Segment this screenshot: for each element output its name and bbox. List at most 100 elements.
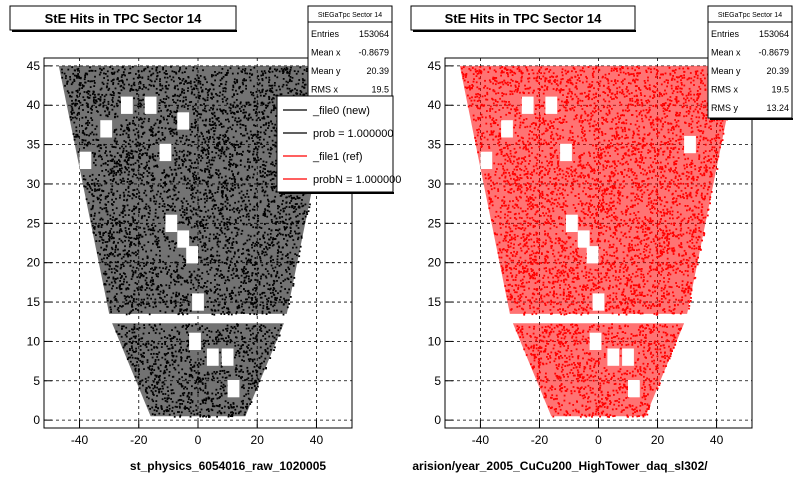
hit-point — [307, 210, 310, 213]
hit-point — [205, 153, 208, 156]
hit-point — [183, 158, 186, 160]
hit-point — [206, 270, 208, 273]
hit-point — [298, 250, 301, 253]
hit-point — [141, 267, 143, 270]
hit-point — [223, 142, 226, 145]
hit-point — [197, 199, 200, 202]
hit-point — [138, 152, 141, 155]
hit-point — [155, 305, 157, 308]
hit-point — [236, 123, 239, 126]
hit-point — [240, 274, 243, 277]
hit-point — [263, 117, 266, 120]
hit-point — [195, 208, 197, 211]
hit-point — [69, 76, 71, 78]
hit-point — [127, 220, 129, 223]
hit-point — [171, 135, 174, 137]
hit-point — [140, 304, 142, 307]
hit-point — [251, 382, 254, 385]
hit-point — [194, 382, 197, 384]
hit-point — [202, 69, 204, 72]
hit-point — [188, 153, 191, 156]
hit-point — [134, 357, 137, 360]
hit-point — [135, 335, 137, 338]
hit-point — [106, 290, 109, 293]
hit-point — [253, 382, 255, 385]
hit-point — [186, 331, 188, 334]
hit-point — [235, 99, 238, 101]
hit-point — [240, 233, 243, 235]
hit-point — [189, 276, 192, 279]
hit-point — [245, 249, 248, 252]
hit-point — [249, 235, 252, 238]
hit-point — [192, 105, 194, 108]
hit-point — [110, 311, 112, 313]
hit-point — [169, 195, 171, 198]
hit-point — [143, 86, 145, 88]
hit-point — [254, 105, 257, 107]
hit-point — [241, 305, 243, 308]
hit-point — [137, 249, 139, 252]
hit-point — [169, 206, 172, 209]
hit-point — [123, 280, 125, 283]
hit-point — [271, 221, 273, 223]
hit-point — [295, 224, 298, 227]
hit-point — [295, 72, 298, 75]
hit-point — [220, 313, 223, 315]
hit-point — [226, 256, 229, 259]
hit-point — [199, 180, 201, 183]
hit-point — [128, 250, 130, 252]
hit-point — [190, 194, 192, 196]
hit-point — [152, 352, 155, 355]
hit-point — [168, 269, 170, 271]
hit-point — [175, 305, 177, 307]
hit-point — [247, 289, 250, 292]
hit-point — [287, 92, 290, 94]
hit-point — [158, 412, 161, 415]
hit-point — [201, 169, 203, 172]
hit-point — [259, 238, 261, 241]
hit-point — [254, 389, 257, 391]
hit-point — [200, 198, 203, 200]
hit-point — [227, 313, 230, 316]
hit-point — [105, 245, 108, 248]
hit-point — [110, 235, 113, 238]
hit-point — [222, 190, 224, 192]
hit-point — [275, 162, 277, 165]
hit-point — [112, 94, 115, 97]
hit-point — [106, 213, 109, 216]
hit-point — [126, 155, 129, 158]
hit-point — [264, 251, 267, 254]
hit-point — [76, 96, 79, 98]
hit-point — [202, 224, 205, 226]
hit-point — [201, 235, 204, 237]
hit-point — [252, 325, 255, 328]
hit-point — [61, 71, 64, 74]
hit-point — [203, 342, 206, 344]
hit-point — [264, 133, 267, 135]
hit-point — [261, 186, 264, 189]
hit-point — [229, 204, 231, 207]
hit-point — [240, 70, 243, 73]
hit-point — [249, 209, 251, 212]
hit-point — [127, 356, 130, 359]
hit-point — [201, 218, 204, 221]
hit-point — [155, 67, 158, 69]
hit-point — [212, 397, 215, 400]
hit-point — [245, 79, 247, 82]
hit-point — [227, 401, 229, 404]
hit-point — [212, 107, 215, 110]
hit-point — [249, 161, 251, 164]
hit-point — [303, 69, 306, 71]
hit-point — [118, 229, 121, 232]
hit-point — [208, 297, 211, 299]
hit-point — [192, 167, 195, 169]
hit-point — [239, 370, 242, 373]
hit-point — [291, 76, 294, 79]
hit-point — [269, 67, 272, 69]
hit-point — [193, 162, 196, 164]
hit-point — [223, 293, 226, 296]
hit-point — [238, 306, 241, 309]
hit-point — [125, 343, 128, 345]
hit-point — [254, 289, 257, 292]
hit-point — [113, 255, 116, 258]
